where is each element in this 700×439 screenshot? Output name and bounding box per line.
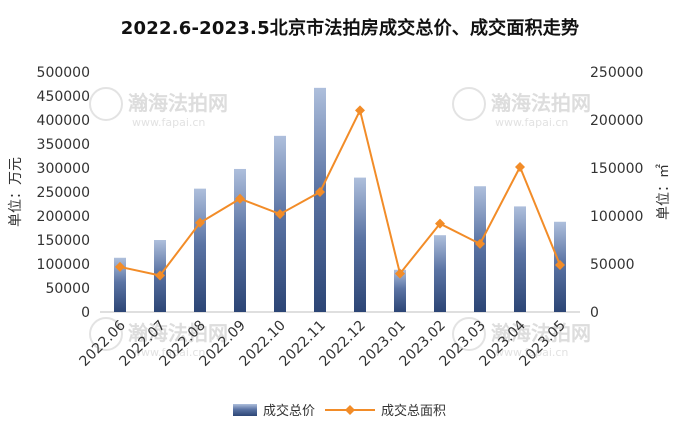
y-tick-label: 200000 bbox=[37, 209, 90, 225]
y2-tick-label: 0 bbox=[590, 305, 599, 321]
y2-tick-label: 250000 bbox=[590, 65, 643, 81]
legend-line-marker bbox=[345, 405, 355, 415]
bar bbox=[274, 136, 286, 312]
bar bbox=[474, 186, 486, 312]
chart-root: 2022.6-2023.5北京市法拍房成交总价、成交面积走势 瀚海法拍网 www.… bbox=[0, 0, 700, 439]
bar bbox=[354, 178, 366, 312]
y2-tick-label: 200000 bbox=[590, 113, 643, 129]
watermark-url: www.fapai.cn bbox=[495, 116, 568, 129]
line-point bbox=[355, 105, 365, 115]
y-tick-label: 50000 bbox=[45, 281, 90, 297]
y-tick-label: 150000 bbox=[37, 233, 90, 249]
y-tick-label: 500000 bbox=[37, 65, 90, 81]
y-tick-label: 0 bbox=[81, 305, 90, 321]
y-tick-label: 400000 bbox=[37, 113, 90, 129]
watermark-seal-icon bbox=[453, 88, 485, 120]
legend-bar-swatch bbox=[233, 404, 257, 416]
bar bbox=[434, 235, 446, 312]
y2-tick-label: 50000 bbox=[590, 257, 635, 273]
y-tick-label: 100000 bbox=[37, 257, 90, 273]
y-tick-label: 250000 bbox=[37, 185, 90, 201]
bar bbox=[314, 88, 326, 312]
chart-svg: 瀚海法拍网www.fapai.cn瀚海法拍网www.fapai.cn瀚海法拍网w… bbox=[0, 0, 700, 439]
bar bbox=[234, 169, 246, 312]
y-tick-label: 450000 bbox=[37, 89, 90, 105]
y-tick-label: 350000 bbox=[37, 137, 90, 153]
watermark-seal-icon bbox=[90, 88, 122, 120]
legend-bar-label: 成交总价 bbox=[263, 403, 315, 419]
line-series-area bbox=[120, 110, 560, 275]
y-axis-title: 单位：万元 bbox=[8, 157, 24, 227]
watermark-brand: 瀚海法拍网 bbox=[128, 91, 228, 115]
y2-axis-title: 单位：㎡ bbox=[656, 164, 672, 220]
y2-tick-label: 100000 bbox=[590, 209, 643, 225]
bar bbox=[514, 206, 526, 312]
watermark-brand: 瀚海法拍网 bbox=[491, 91, 591, 115]
line-point bbox=[515, 162, 525, 172]
legend-line-label: 成交总面积 bbox=[381, 403, 446, 419]
y2-tick-label: 150000 bbox=[590, 161, 643, 177]
bar bbox=[194, 189, 206, 312]
y-tick-label: 300000 bbox=[37, 161, 90, 177]
watermark-url: www.fapai.cn bbox=[132, 116, 205, 129]
